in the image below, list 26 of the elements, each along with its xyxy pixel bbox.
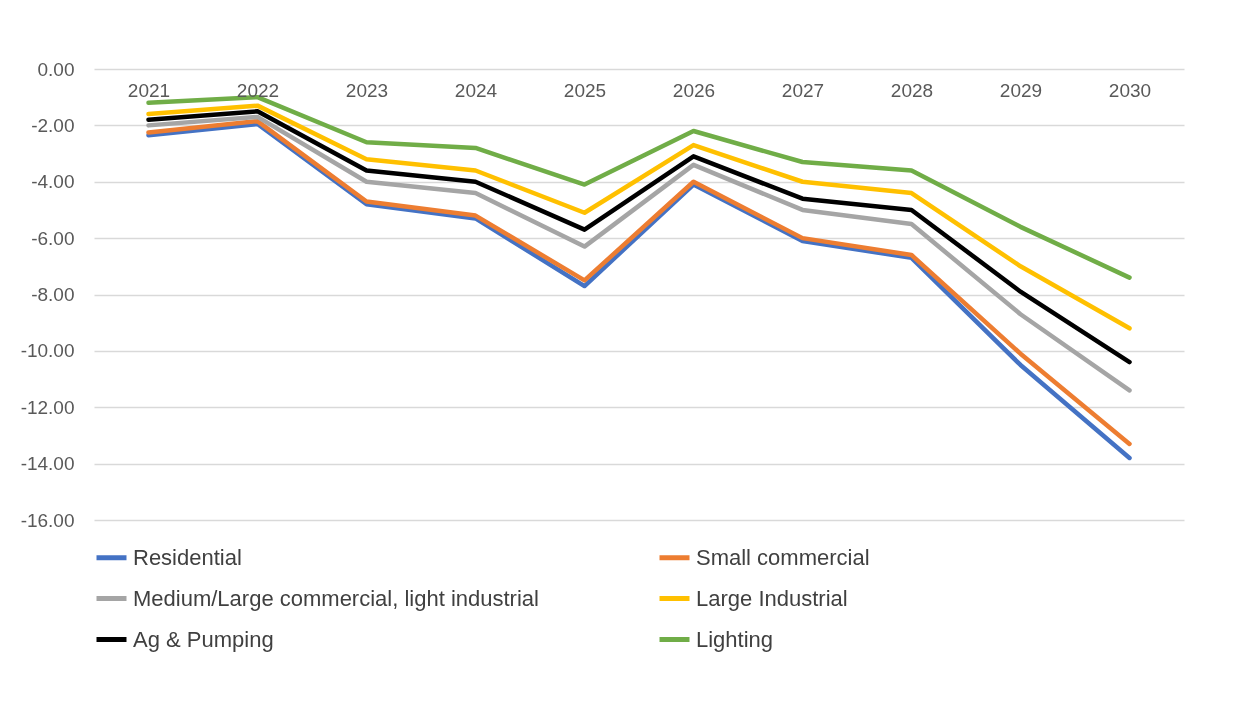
y-tick-label: -4.00 — [31, 171, 75, 193]
legend-label: Medium/Large commercial, light industrial — [133, 585, 539, 611]
y-tick-label: 0.00 — [37, 58, 75, 80]
y-tick-label: -6.00 — [31, 227, 75, 249]
legend-label: Lighting — [696, 626, 774, 652]
y-tick-label: -8.00 — [31, 284, 75, 305]
y-tick-label: -10.00 — [20, 340, 75, 362]
legend-label: Residential — [133, 544, 242, 570]
y-tick-label: -12.00 — [20, 396, 75, 418]
x-tick-label: 2026 — [672, 79, 716, 101]
x-tick-label: 2029 — [999, 79, 1043, 101]
legend-label: Ag & Pumping — [133, 626, 274, 652]
y-tick-label: -16.00 — [20, 509, 75, 531]
legend-label: Small commercial — [696, 544, 870, 570]
line-series — [146, 103, 1132, 331]
x-tick-label: 2028 — [890, 79, 934, 101]
x-tick-label: 2030 — [1108, 79, 1152, 101]
x-tick-label: 2027 — [781, 79, 825, 101]
x-tick-label: 2021 — [127, 79, 171, 101]
y-tick-label: -2.00 — [31, 114, 75, 136]
x-tick-label: 2024 — [454, 79, 498, 101]
y-tick-label: -14.00 — [20, 453, 75, 475]
x-tick-label: 2025 — [563, 79, 607, 101]
x-tick-label: 2022 — [236, 79, 280, 101]
x-tick-label: 2023 — [345, 79, 389, 101]
legend-label: Large Industrial — [696, 585, 848, 611]
